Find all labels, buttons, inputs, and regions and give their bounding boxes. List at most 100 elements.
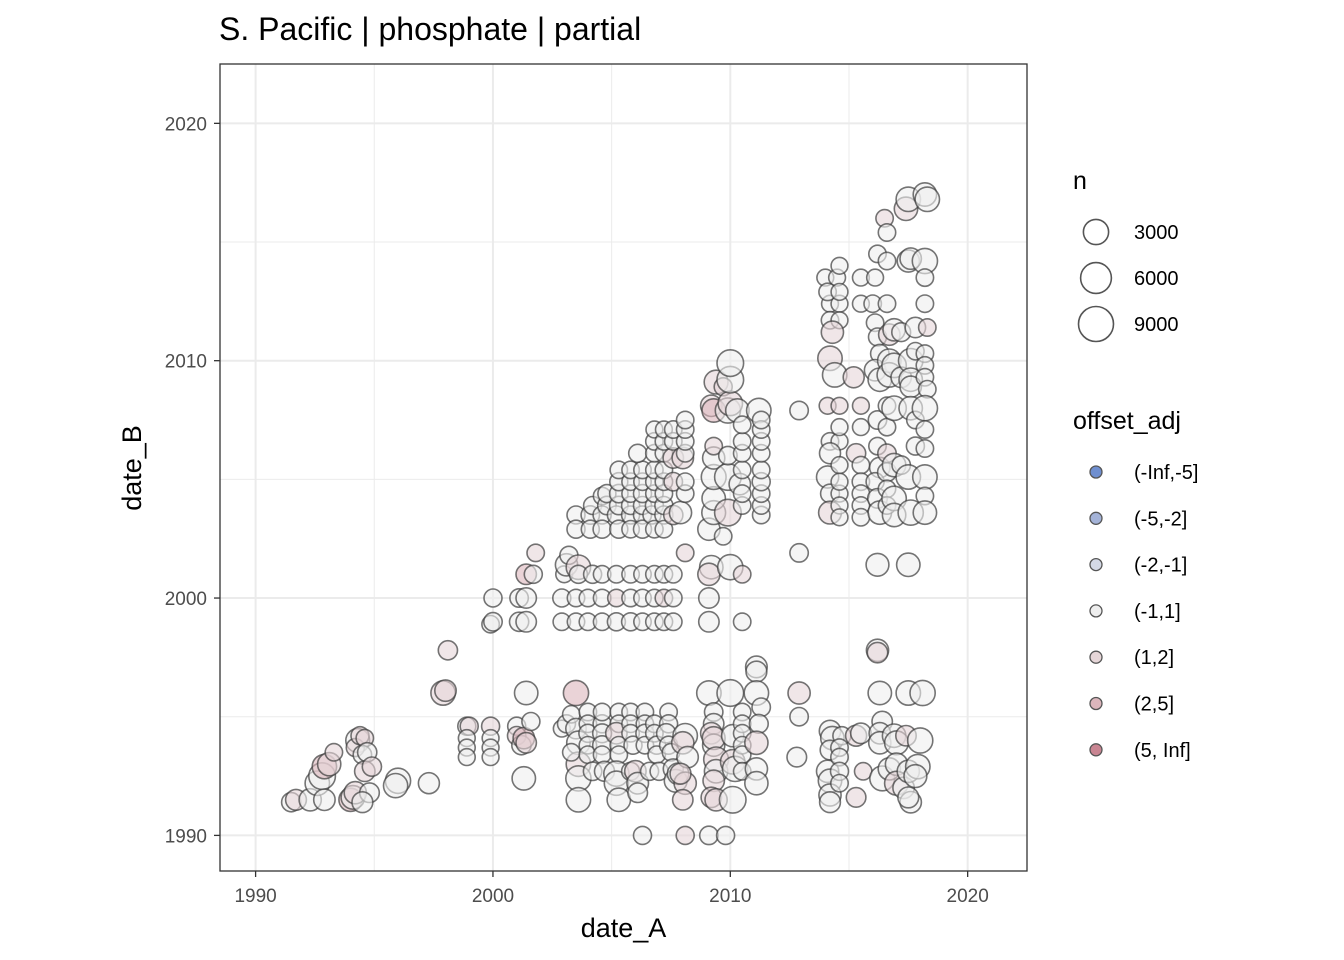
data-point	[895, 552, 921, 578]
data-point	[715, 825, 736, 846]
data-point	[849, 722, 872, 745]
data-point	[515, 586, 538, 609]
data-point	[627, 782, 649, 804]
data-point	[671, 788, 694, 811]
size-legend-key	[1082, 218, 1110, 246]
data-point	[697, 610, 720, 633]
x-tick-label: 1990	[234, 886, 276, 907]
data-point	[851, 396, 871, 415]
data-point	[523, 564, 544, 585]
data-point	[877, 294, 897, 314]
data-point	[669, 762, 692, 785]
data-point	[457, 747, 476, 767]
data-point	[912, 500, 938, 526]
size-legend-label: 9000	[1134, 314, 1179, 336]
color-legend-label: (-2,-1]	[1134, 555, 1187, 577]
axes: 1990 2000 2010 2020 1990 2000 2010 2020	[165, 114, 989, 907]
data-point	[744, 730, 769, 756]
data-point	[851, 507, 871, 527]
data-point	[382, 772, 409, 799]
color-legend-label: (2,5]	[1134, 694, 1174, 716]
x-tick-label: 2020	[947, 886, 989, 907]
data-point	[716, 349, 745, 378]
color-legend-key	[1089, 557, 1103, 572]
data-point	[820, 320, 845, 345]
data-point	[732, 460, 752, 480]
data-point	[915, 268, 935, 288]
y-tick-label: 2000	[165, 589, 207, 610]
data-point	[511, 765, 537, 791]
size-legend-label: 3000	[1134, 222, 1179, 244]
color-legend-key	[1089, 604, 1103, 618]
color-legend-label: (-1,1]	[1134, 601, 1181, 623]
data-point	[481, 747, 500, 767]
data-point	[751, 460, 771, 480]
gridlines	[220, 64, 1027, 871]
data-point	[789, 706, 810, 727]
data-point	[361, 756, 383, 778]
data-point	[786, 746, 808, 768]
size-legend-label: 6000	[1134, 268, 1179, 290]
data-point	[668, 500, 693, 525]
color-legend-label: (5, Inf]	[1134, 740, 1191, 762]
data-point	[521, 711, 541, 732]
data-point	[877, 251, 897, 271]
data-point	[909, 679, 937, 707]
data-point	[748, 713, 769, 734]
data-point	[627, 443, 648, 464]
size-legend-title: n	[1073, 167, 1087, 195]
y-tick-label: 1990	[165, 826, 207, 847]
data-point	[716, 678, 745, 708]
data-point	[526, 543, 546, 563]
color-legend-key	[1089, 465, 1103, 479]
color-legend-label: (1,2]	[1134, 647, 1174, 669]
data-point	[675, 825, 696, 846]
data-point	[851, 455, 871, 475]
data-point	[915, 438, 935, 458]
data-point	[830, 396, 849, 415]
data-point	[663, 588, 683, 608]
data-point	[744, 770, 769, 796]
data-point	[830, 417, 849, 437]
data-point	[865, 552, 890, 577]
data-point	[632, 825, 653, 846]
data-point	[515, 610, 538, 633]
data-point	[867, 680, 893, 706]
data-point	[565, 786, 592, 813]
data-point	[562, 679, 590, 707]
data-point	[751, 697, 772, 718]
data-point	[830, 256, 849, 275]
data-point	[654, 519, 674, 539]
plot-panel	[219, 63, 1028, 872]
size-legend-key	[1079, 261, 1113, 295]
x-tick-label: 2000	[472, 886, 514, 907]
data-point	[842, 365, 866, 389]
data-point	[906, 727, 934, 754]
x-tick-label: 2010	[709, 886, 751, 907]
data-point	[915, 294, 935, 314]
data-point	[732, 415, 752, 435]
data-point	[732, 564, 752, 584]
data-point	[606, 787, 632, 813]
data-point	[877, 223, 897, 243]
data-point	[312, 788, 336, 812]
color-legend-title: offset_adj	[1073, 407, 1181, 435]
color-legend-key	[1089, 696, 1103, 711]
chart-title: S. Pacific | phosphate | partial	[219, 11, 641, 47]
data-point	[592, 702, 612, 722]
data-point	[911, 463, 938, 490]
data-point	[675, 472, 695, 492]
data-point	[732, 431, 752, 451]
data-point	[745, 660, 768, 683]
data-point	[830, 508, 849, 527]
y-axis-label: date_B	[117, 425, 147, 511]
data-point	[515, 731, 538, 754]
data-point	[482, 611, 503, 632]
data-point	[663, 612, 683, 632]
data-point	[830, 455, 849, 475]
data-point	[675, 543, 695, 563]
color-legend-key	[1089, 743, 1103, 757]
data-point	[732, 612, 752, 632]
data-point	[914, 186, 941, 213]
color-legend-key	[1089, 650, 1103, 664]
